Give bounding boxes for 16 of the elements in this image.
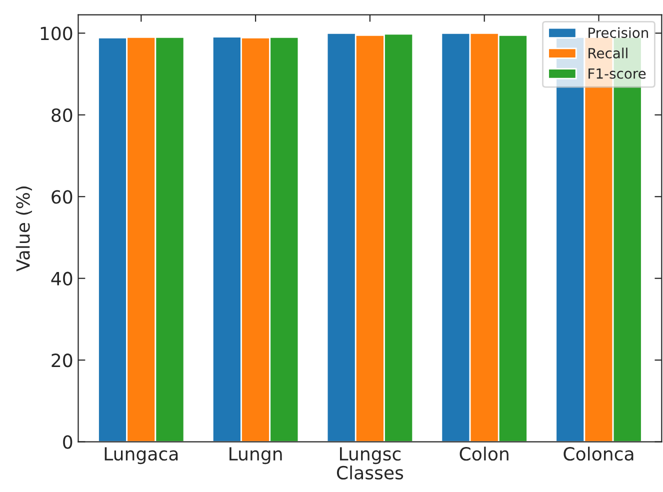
y-tick-label: 20 [52,354,72,368]
y-axis-title: Value (%) [16,186,32,272]
y-tick-label: 40 [51,272,72,286]
y-tick-label: 60 [52,190,72,204]
y-tick-label: 100 [40,26,72,40]
legend-label: Precision [588,27,648,38]
x-axis-title: Classes [336,466,404,480]
x-tick-label: Colonca [564,446,634,461]
x-tick-label: Lungsc [340,447,401,464]
y-tick-label: 80 [52,108,72,122]
y-tick-label: 0 [63,435,72,449]
x-tick-label: Lungaca [104,447,178,464]
legend-label: Recall [588,48,628,58]
x-tick-label: Lungn [230,447,282,464]
legend-label: F1-score [588,68,646,79]
x-tick-label: Colon [460,446,508,461]
